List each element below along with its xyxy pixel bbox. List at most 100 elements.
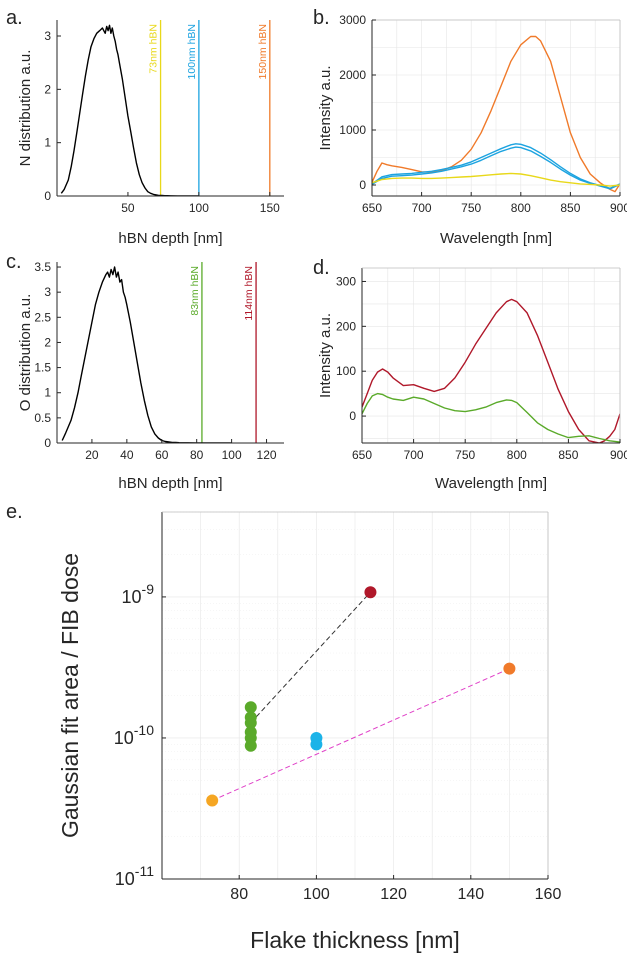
- x-tick-label: 100: [189, 201, 209, 215]
- series-line: [60, 24, 199, 196]
- panel-label: c.: [6, 251, 22, 273]
- grid: [161, 511, 549, 880]
- panel-a: 73nm hBN 100nm hBN 150nm hBN 50 100 150 0 1 2 3 hB…: [6, 7, 284, 247]
- series-line: [362, 298, 620, 443]
- x-tick-label: 140: [457, 886, 484, 903]
- y-tick-label: 10-9: [122, 581, 155, 607]
- x-tick-label: 50: [121, 201, 135, 215]
- y-axis-label: O distribution a.u.: [17, 294, 34, 412]
- x-tick-label: 700: [412, 201, 432, 215]
- x-tick-label: 20: [85, 448, 99, 462]
- x-axis-label: Wavelength [nm]: [440, 230, 552, 247]
- grid: [361, 268, 621, 443]
- x-tick-label: 650: [362, 201, 382, 215]
- y-tick-label: 3.5: [34, 260, 51, 274]
- y-tick-label: 2: [44, 82, 51, 96]
- x-tick-label: 60: [155, 448, 169, 462]
- y-tick-label: 1.5: [34, 361, 51, 375]
- y-axis-label: N distribution a.u.: [17, 50, 34, 167]
- panel-label: e.: [6, 501, 23, 523]
- y-tick-base: 10: [114, 728, 134, 748]
- data-point: [310, 738, 323, 751]
- data-point: [503, 662, 516, 675]
- y-tick-label: 1: [44, 136, 51, 150]
- y-tick-label: 3: [44, 29, 51, 43]
- y-axis-label: Intensity a.u.: [317, 313, 334, 398]
- panel-label: b.: [313, 7, 330, 29]
- series-line: [372, 146, 620, 190]
- y-tick-label: 3000: [339, 13, 366, 27]
- data-point: [244, 716, 257, 729]
- marker-label: 114nm hBN: [243, 266, 255, 321]
- x-axis-label: Flake thickness [nm]: [250, 927, 460, 953]
- y-tick-label: 0: [359, 178, 366, 192]
- x-tick-label: 80: [230, 886, 248, 903]
- x-tick-label: 40: [120, 448, 134, 462]
- y-tick-label: 200: [336, 319, 356, 333]
- data-point: [244, 701, 257, 714]
- y-tick-label: 2.5: [34, 310, 51, 324]
- x-axis-label: Wavelength [nm]: [435, 475, 547, 492]
- x-tick-label: 700: [404, 448, 424, 462]
- x-tick-label: 100: [222, 448, 242, 462]
- x-tick-label: 150: [260, 201, 280, 215]
- y-tick-label: 0: [349, 409, 356, 423]
- y-tick-label: 1: [44, 386, 51, 400]
- marker-label: 73nm hBN: [148, 24, 160, 74]
- x-tick-label: 800: [507, 448, 527, 462]
- x-tick-label: 80: [190, 448, 204, 462]
- x-axis-label: hBN depth [nm]: [118, 230, 222, 247]
- marker-label: 83nm hBN: [189, 266, 201, 316]
- panel-label: d.: [313, 257, 330, 279]
- y-tick-exponent: -10: [134, 722, 154, 738]
- y-tick-label: 0: [44, 189, 51, 203]
- panel-d: 650 700 750 800 850 900 0 100 200 300 Wavelength […: [313, 257, 627, 492]
- y-tick-label: 2: [44, 335, 51, 349]
- y-tick-label: 0: [44, 436, 51, 450]
- panel-c: 83nm hBN 114nm hBN 20 40 60 80 100 120 0 0.5 1 1.5 2…: [6, 251, 284, 492]
- series-line: [372, 172, 620, 187]
- x-tick-label: 120: [380, 886, 407, 903]
- x-tick-label: 900: [610, 448, 627, 462]
- y-tick-label: 0.5: [34, 411, 51, 425]
- data-point: [364, 586, 377, 599]
- x-tick-label: 650: [352, 448, 372, 462]
- y-tick-label: 100: [336, 364, 356, 378]
- x-tick-label: 160: [535, 886, 562, 903]
- fit-line: [250, 591, 371, 724]
- y-tick-label: 300: [336, 274, 356, 288]
- series-line: [61, 266, 232, 443]
- y-axis-label: Intensity a.u.: [317, 65, 334, 150]
- y-tick-exponent: -9: [142, 581, 155, 597]
- data-point: [244, 739, 257, 752]
- x-axis-label: hBN depth [nm]: [118, 475, 222, 492]
- x-tick-label: 100: [303, 886, 330, 903]
- data-point: [206, 794, 219, 807]
- series-line: [372, 143, 620, 189]
- y-tick-exponent: -11: [135, 863, 154, 879]
- x-tick-label: 750: [455, 448, 475, 462]
- y-tick-label: 3: [44, 285, 51, 299]
- y-axis-label: Gaussian fit area / FIB dose: [57, 553, 83, 838]
- y-tick-base: 10: [115, 869, 135, 889]
- y-tick-label: 1000: [339, 123, 366, 137]
- x-tick-label: 750: [461, 201, 481, 215]
- marker-label: 100nm hBN: [186, 24, 198, 79]
- y-tick-label: 10-11: [115, 863, 154, 889]
- marker-label: 150nm hBN: [257, 24, 269, 79]
- x-tick-label: 800: [511, 201, 531, 215]
- x-tick-label: 900: [610, 201, 627, 215]
- fit-line: [211, 668, 510, 801]
- x-tick-label: 850: [558, 448, 578, 462]
- x-tick-label: 850: [560, 201, 580, 215]
- y-tick-base: 10: [122, 587, 142, 607]
- x-tick-label: 120: [257, 448, 277, 462]
- series-line: [362, 392, 620, 443]
- panel-b: 650 700 750 800 850 900 0 1000 2000 3000 Wavelengt…: [313, 7, 627, 247]
- y-tick-label: 10-10: [114, 722, 154, 748]
- series-line: [372, 35, 620, 193]
- y-tick-label: 2000: [339, 68, 366, 82]
- panel-label: a.: [6, 7, 23, 29]
